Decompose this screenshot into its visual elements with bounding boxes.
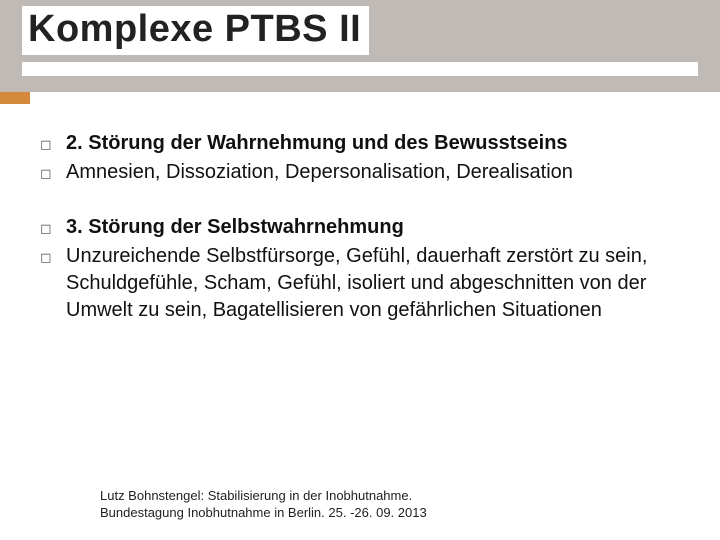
accent-bar	[0, 92, 30, 104]
square-bullet-icon: ◻	[40, 214, 66, 238]
content-area: ◻ 2. Störung der Wahrnehmung und des Bew…	[40, 130, 690, 352]
footer-line: Bundestagung Inobhutnahme in Berlin. 25.…	[100, 504, 427, 522]
square-bullet-icon: ◻	[40, 130, 66, 154]
page-title: Komplexe PTBS II	[22, 6, 369, 55]
footer-citation: Lutz Bohnstengel: Stabilisierung in der …	[100, 487, 427, 522]
item-text: 3. Störung der Selbstwahrnehmung	[66, 214, 690, 241]
list-item: ◻ 2. Störung der Wahrnehmung und des Bew…	[40, 130, 690, 157]
list-item: ◻ Amnesien, Dissoziation, Depersonalisat…	[40, 159, 690, 186]
square-bullet-icon: ◻	[40, 243, 66, 267]
list-item: ◻ Unzureichende Selbstfürsorge, Gefühl, …	[40, 243, 690, 324]
footer-line: Lutz Bohnstengel: Stabilisierung in der …	[100, 487, 427, 505]
item-text: Unzureichende Selbstfürsorge, Gefühl, da…	[66, 243, 690, 324]
item-text: 2. Störung der Wahrnehmung und des Bewus…	[66, 130, 690, 157]
bullet-group: ◻ 3. Störung der Selbstwahrnehmung ◻ Unz…	[40, 214, 690, 324]
list-item: ◻ 3. Störung der Selbstwahrnehmung	[40, 214, 690, 241]
square-bullet-icon: ◻	[40, 159, 66, 183]
title-underline	[22, 62, 698, 76]
bullet-group: ◻ 2. Störung der Wahrnehmung und des Bew…	[40, 130, 690, 186]
item-text: Amnesien, Dissoziation, Depersonalisatio…	[66, 159, 690, 186]
